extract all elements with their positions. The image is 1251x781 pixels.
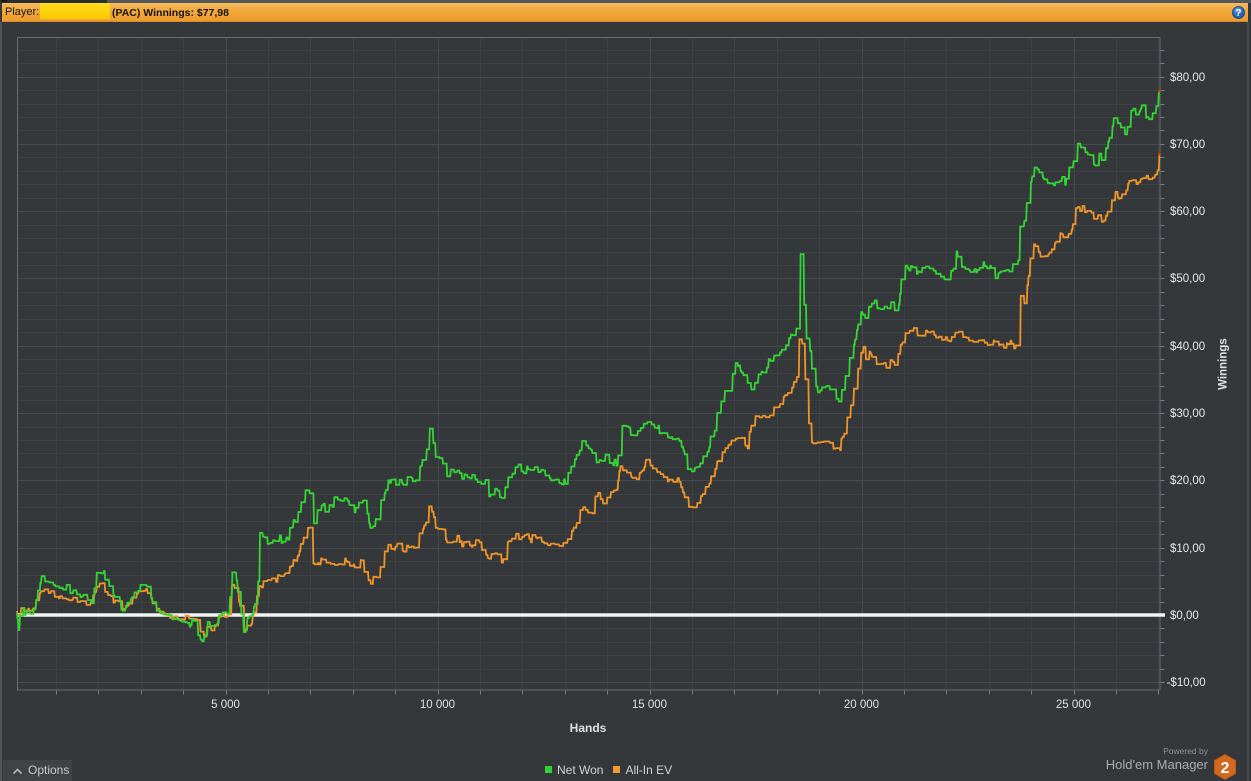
svg-text:15 000: 15 000: [632, 699, 667, 711]
svg-text:$10,00: $10,00: [1170, 543, 1205, 555]
svg-text:Hands: Hands: [570, 721, 607, 735]
svg-text:Winnings: Winnings: [1218, 338, 1230, 390]
svg-text:$40,00: $40,00: [1170, 341, 1205, 353]
svg-text:5 000: 5 000: [211, 699, 240, 711]
svg-text:-$10,00: -$10,00: [1167, 677, 1206, 689]
svg-text:25 000: 25 000: [1056, 699, 1091, 711]
svg-text:$20,00: $20,00: [1170, 475, 1205, 487]
svg-text:$70,00: $70,00: [1170, 139, 1205, 151]
svg-text:10 000: 10 000: [420, 699, 455, 711]
svg-text:$30,00: $30,00: [1170, 408, 1205, 420]
svg-text:$0,00: $0,00: [1170, 610, 1199, 622]
svg-text:$60,00: $60,00: [1170, 206, 1205, 218]
svg-text:$50,00: $50,00: [1170, 273, 1205, 285]
svg-text:20 000: 20 000: [844, 699, 879, 711]
svg-text:$80,00: $80,00: [1170, 72, 1205, 84]
svg-text:2: 2: [1221, 760, 1230, 777]
